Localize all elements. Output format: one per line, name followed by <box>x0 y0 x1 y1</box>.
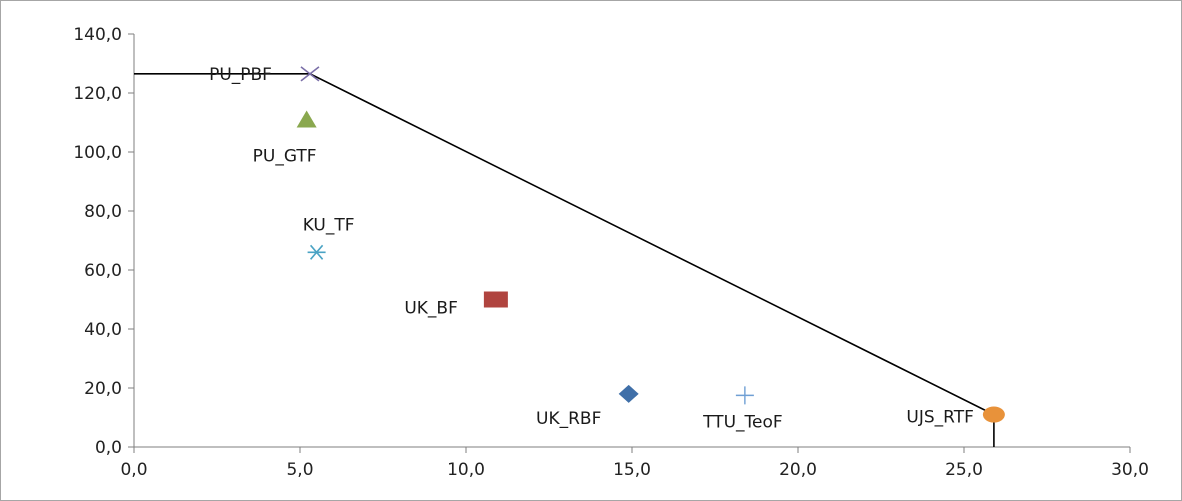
y-tick-label: 80,0 <box>84 202 122 222</box>
marker-asterisk <box>307 244 326 260</box>
marker-x <box>300 66 320 82</box>
y-tick-label: 60,0 <box>84 261 122 281</box>
x-tick-label: 20,0 <box>779 460 817 480</box>
x-tick-label: 0,0 <box>120 460 147 480</box>
marker-circle <box>982 406 1005 423</box>
y-tick-label: 140,0 <box>73 25 122 45</box>
y-tick-label: 120,0 <box>73 84 122 104</box>
y-tick-label: 40,0 <box>84 320 122 340</box>
point-label: TTU_TeoF <box>702 412 783 432</box>
point-pu-pbf: PU_PBF <box>209 65 320 85</box>
point-label: PU_GTF <box>253 147 317 167</box>
frontier-polyline <box>134 73 995 447</box>
y-tick-label: 0,0 <box>95 438 122 458</box>
point-label: UK_BF <box>404 299 458 319</box>
point-label: UJS_RTF <box>906 408 974 428</box>
x-tick-label: 25,0 <box>945 460 983 480</box>
point-pu-gtf: PU_GTF <box>253 110 317 167</box>
x-tick-label: 10,0 <box>447 460 485 480</box>
y-tick-label: 100,0 <box>73 143 122 163</box>
point-label: KU_TF <box>303 215 355 235</box>
marker-square <box>483 291 508 308</box>
marker-diamond <box>618 384 639 403</box>
point-uk-rbf: UK_RBF <box>536 384 639 429</box>
marker-triangle <box>296 110 317 128</box>
marker-plus <box>735 386 754 405</box>
point-ttu-teof: TTU_TeoF <box>702 386 783 432</box>
x-tick-label: 5,0 <box>286 460 313 480</box>
point-ujs-rtf: UJS_RTF <box>906 406 1005 428</box>
x-tick-label: 30,0 <box>1111 460 1149 480</box>
point-label: PU_PBF <box>209 65 272 85</box>
y-tick-label: 20,0 <box>84 379 122 399</box>
point-ku-tf: KU_TF <box>303 215 355 260</box>
axes: 0,0 5,0 10,0 15,0 20,0 25,0 30,0 0,0 20,0 40,0 60,… <box>73 25 1149 480</box>
point-uk-bf: UK_BF <box>404 291 508 319</box>
point-label: UK_RBF <box>536 409 601 429</box>
data-points: PU_PBF PU_GTF KU_TF UK_BF UK_RBF TTU_TeoF UJS_… <box>209 65 1005 432</box>
frontier-line <box>134 73 995 447</box>
x-tick-label: 15,0 <box>613 460 651 480</box>
